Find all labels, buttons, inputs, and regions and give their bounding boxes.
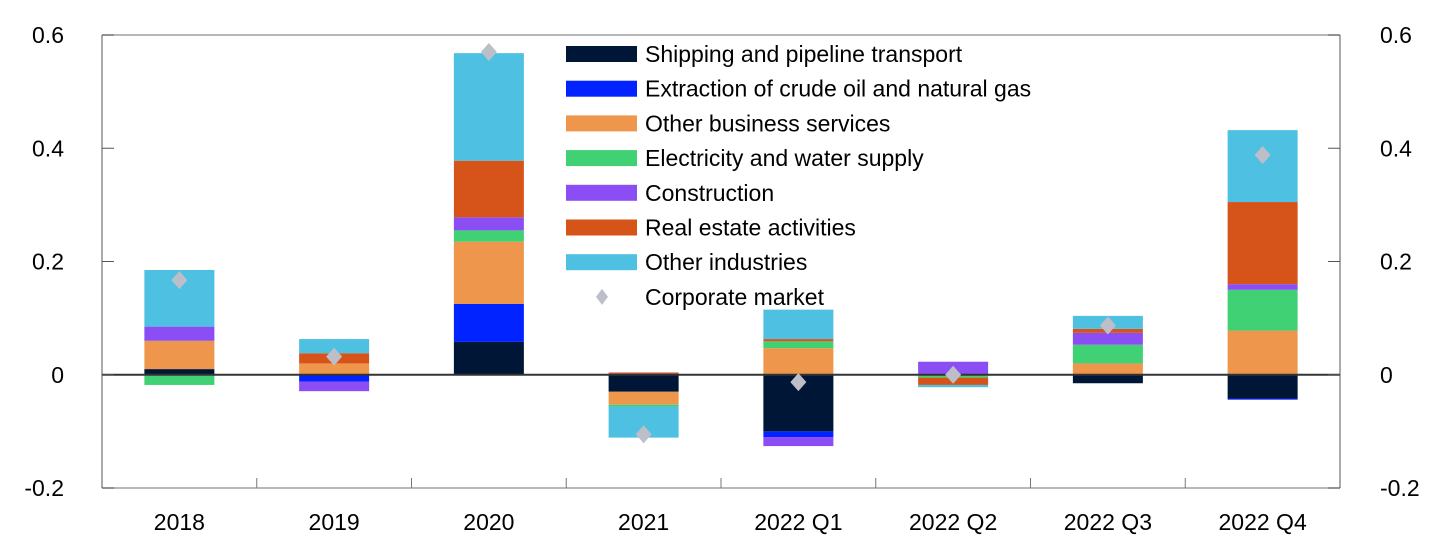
- x-tick-label: 2021: [618, 509, 669, 535]
- legend-swatch: [566, 254, 637, 271]
- bar-segment: [1227, 202, 1298, 285]
- legend-label: Other industries: [645, 249, 807, 275]
- bar-segment: [1072, 332, 1143, 345]
- corporate-market-marker: [635, 425, 652, 444]
- bar-segment: [299, 339, 370, 354]
- bar-segment: [299, 374, 370, 382]
- legend-label: Other business services: [645, 110, 890, 136]
- y-tick-label-left: 0: [51, 362, 64, 388]
- legend-swatch: [566, 150, 637, 167]
- bar-segment: [1227, 284, 1298, 290]
- x-tick-label: 2020: [463, 509, 514, 535]
- y-tick-label-right: 0.2: [1380, 249, 1412, 275]
- legend-label: Extraction of crude oil and natural gas: [645, 76, 1031, 102]
- bar-segment: [453, 241, 524, 304]
- y-axis-right: -0.2 0 0.2 0.4 0.6: [1328, 22, 1420, 501]
- bar-segment: [1072, 374, 1143, 384]
- bar-segment: [1227, 289, 1298, 331]
- legend: Shipping and pipeline transport Extractio…: [566, 41, 1031, 310]
- corporate-market-marker: [171, 271, 188, 290]
- legend-label: Corporate market: [645, 284, 825, 310]
- y-tick-label-left: -0.2: [24, 475, 64, 501]
- corporate-market-marker: [480, 42, 497, 61]
- legend-swatch: [566, 46, 637, 62]
- y-tick-label-right: 0: [1380, 362, 1393, 388]
- bar-segment: [918, 384, 989, 388]
- bar-segment: [144, 340, 215, 370]
- y-tick-label-left: 0.4: [32, 135, 64, 161]
- x-tick-label: 2022 Q4: [1219, 509, 1307, 535]
- bar-segment: [453, 303, 524, 342]
- y-tick-label-left: 0.2: [32, 249, 64, 275]
- bar-segment: [299, 381, 370, 392]
- y-tick-label-left: 0.6: [32, 22, 64, 48]
- y-tick-label-right: 0.4: [1380, 135, 1412, 161]
- bar-segment: [453, 53, 524, 161]
- y-axis-left: -0.2 0 0.2 0.4 0.6: [24, 22, 114, 501]
- x-tick-label: 2019: [309, 509, 360, 535]
- bar-segment: [1072, 344, 1143, 364]
- bar-segment: [453, 160, 524, 218]
- legend-swatch: [566, 115, 637, 132]
- y-tick-label-right: -0.2: [1380, 475, 1420, 501]
- corporate-market-marker: [945, 365, 962, 384]
- legend-marker-diamond: [596, 288, 608, 305]
- corporate-market-marker: [790, 373, 807, 392]
- legend-swatch: [566, 184, 637, 201]
- legend-label: Shipping and pipeline transport: [645, 41, 963, 67]
- bar-segment: [144, 374, 215, 385]
- x-tick-label: 2018: [154, 509, 205, 535]
- bar-segment: [1227, 130, 1298, 203]
- legend-swatch: [566, 219, 637, 236]
- bar-segment: [608, 372, 679, 374]
- bar-segment: [453, 230, 524, 242]
- legend-label: Real estate activities: [645, 215, 856, 241]
- corporate-market-marker: [326, 347, 343, 366]
- x-tick-label: 2022 Q1: [754, 509, 842, 535]
- bar-segment: [144, 326, 215, 341]
- bar-segment: [1227, 330, 1298, 375]
- bar-segment: [453, 341, 524, 375]
- bar-segment: [608, 391, 679, 405]
- bar-segment: [1072, 363, 1143, 375]
- bar-segment: [763, 309, 834, 340]
- bar-segment: [763, 437, 834, 447]
- bar-segment: [608, 404, 679, 407]
- corporate-market-marker: [1254, 146, 1271, 165]
- y-tick-label-right: 0.6: [1380, 22, 1412, 48]
- x-tick-label: 2022 Q3: [1064, 509, 1152, 535]
- bar-segment: [144, 369, 215, 375]
- bar-segment: [763, 431, 834, 438]
- bar-segment: [299, 363, 370, 375]
- legend-label: Construction: [645, 180, 774, 206]
- bar-segment: [1227, 398, 1298, 400]
- bar-segment: [1227, 374, 1298, 399]
- x-tick-label: 2022 Q2: [909, 509, 997, 535]
- bar-segment: [453, 217, 524, 231]
- corporate-market-marker: [1099, 316, 1116, 335]
- bar-segment: [608, 374, 679, 392]
- x-axis: 2018 2019 2020 2021 2022 Q1 2022 Q2 2022 Q3 202…: [154, 478, 1307, 535]
- legend-label: Electricity and water supply: [645, 145, 924, 171]
- bar-segment: [763, 341, 834, 349]
- bar-segment: [763, 348, 834, 375]
- markers-layer: [171, 42, 1271, 444]
- bar-segment: [763, 339, 834, 342]
- legend-swatch: [566, 80, 637, 97]
